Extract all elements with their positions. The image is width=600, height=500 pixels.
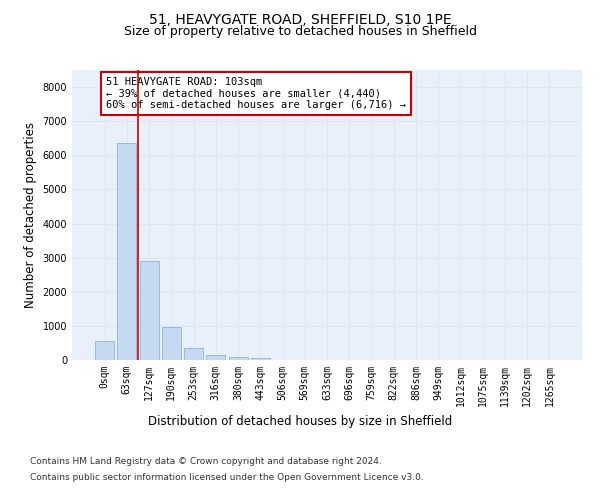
Text: Distribution of detached houses by size in Sheffield: Distribution of detached houses by size …: [148, 415, 452, 428]
Bar: [95, 341, 114, 360]
Bar: [140, 261, 158, 360]
Y-axis label: Number of detached properties: Number of detached properties: [24, 122, 37, 308]
Bar: [229, 357, 248, 360]
Text: Contains HM Land Registry data © Crown copyright and database right 2024.: Contains HM Land Registry data © Crown c…: [30, 458, 382, 466]
Text: Contains public sector information licensed under the Open Government Licence v3: Contains public sector information licen…: [30, 472, 424, 482]
Text: 51 HEAVYGATE ROAD: 103sqm
← 39% of detached houses are smaller (4,440)
60% of se: 51 HEAVYGATE ROAD: 103sqm ← 39% of detac…: [106, 77, 406, 110]
Text: Size of property relative to detached houses in Sheffield: Size of property relative to detached ho…: [124, 25, 476, 38]
Bar: [184, 348, 203, 360]
Bar: [118, 144, 136, 360]
Bar: [162, 326, 181, 360]
Text: 51, HEAVYGATE ROAD, SHEFFIELD, S10 1PE: 51, HEAVYGATE ROAD, SHEFFIELD, S10 1PE: [149, 12, 451, 26]
Bar: [206, 354, 225, 360]
Bar: [251, 358, 270, 360]
